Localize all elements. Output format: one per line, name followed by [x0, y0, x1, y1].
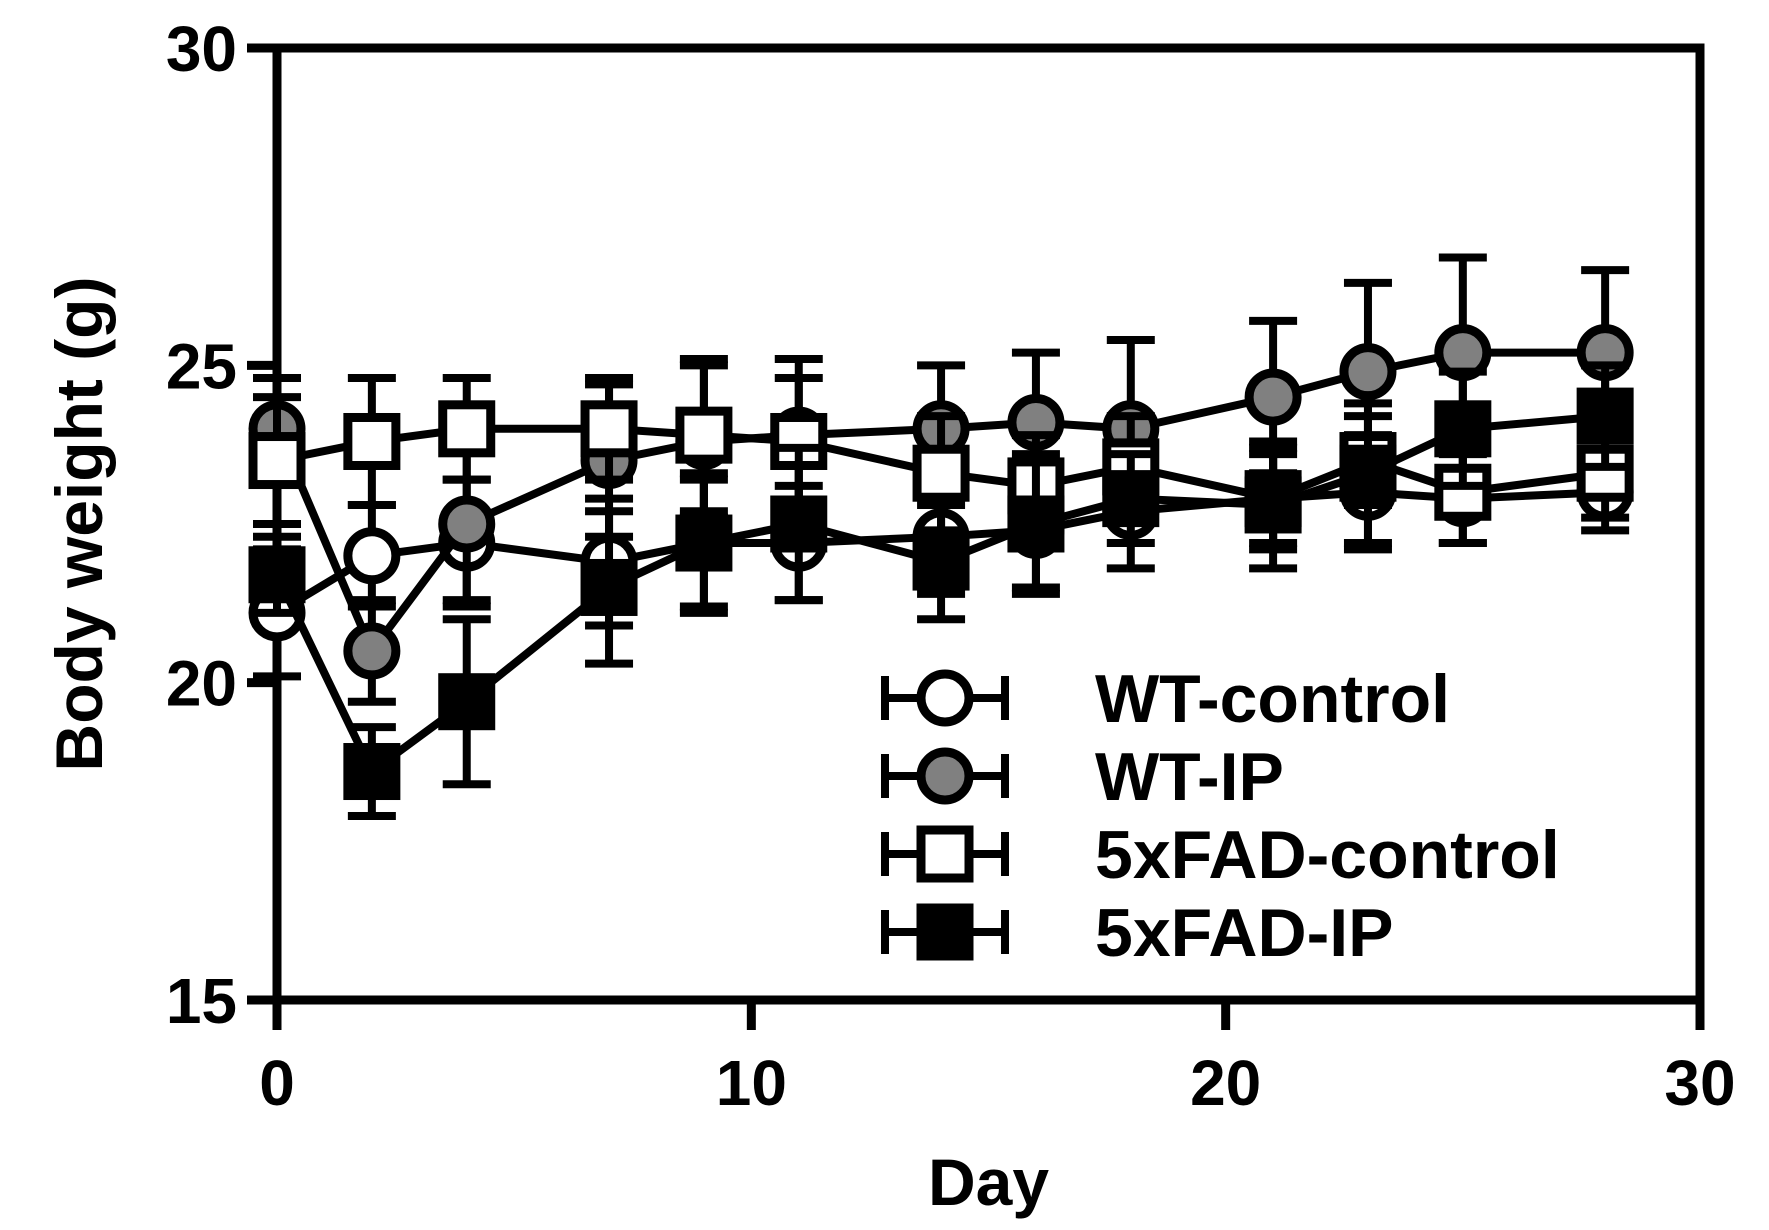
legend-label: 5xFAD-control: [1095, 817, 1560, 893]
legend-item: 5xFAD-IP: [881, 895, 1394, 971]
data-point: [1007, 495, 1065, 553]
data-point: [343, 412, 401, 470]
legend-item: 5xFAD-control: [881, 817, 1560, 893]
y-tick-label: 20: [166, 648, 237, 720]
data-point: [580, 400, 638, 458]
x-tick-label: 30: [1664, 1047, 1735, 1119]
data-point: [1102, 470, 1160, 528]
legend-item: WT-IP: [881, 739, 1284, 815]
data-point: [1434, 400, 1492, 458]
legend-marker: [916, 825, 974, 883]
x-tick-label: 0: [259, 1047, 295, 1119]
legend-item: WT-control: [881, 661, 1450, 737]
axes: 15 20 25 30 0 10 20 30: [166, 13, 1736, 1119]
data-point: [343, 743, 401, 801]
data-point: [675, 514, 733, 572]
y-axis-title: Body weight (g): [42, 277, 116, 772]
data-point: [675, 406, 733, 464]
data-point: [343, 622, 401, 680]
legend-marker: [916, 903, 974, 961]
data-point: [438, 400, 496, 458]
y-tick-label: 25: [166, 330, 237, 402]
legend-label: WT-IP: [1095, 739, 1284, 815]
data-point: [343, 527, 401, 585]
legend-marker: [916, 669, 974, 727]
x-tick-label: 10: [716, 1047, 787, 1119]
legend-label: 5xFAD-IP: [1095, 895, 1394, 971]
data-point: [1244, 368, 1302, 426]
legend-label: WT-control: [1095, 661, 1450, 737]
data-point: [912, 533, 970, 591]
data-point: [770, 495, 828, 553]
x-tick-label: 20: [1190, 1047, 1261, 1119]
data-point: [1339, 444, 1397, 502]
data-point: [438, 673, 496, 731]
y-tick-label: 30: [166, 13, 237, 85]
data-point: [438, 495, 496, 553]
data-point: [580, 558, 638, 616]
series-5xfad-ip: [248, 361, 1634, 820]
data-point: [248, 432, 306, 490]
data-point: [1576, 387, 1634, 445]
data-point: [912, 444, 970, 502]
x-axis-title: Day: [928, 1145, 1049, 1219]
legend-marker: [916, 747, 974, 805]
data-point: [1244, 476, 1302, 534]
series-layer: [248, 253, 1634, 820]
data-point: [1339, 343, 1397, 401]
y-tick-label: 15: [166, 965, 237, 1037]
data-point: [248, 546, 306, 604]
